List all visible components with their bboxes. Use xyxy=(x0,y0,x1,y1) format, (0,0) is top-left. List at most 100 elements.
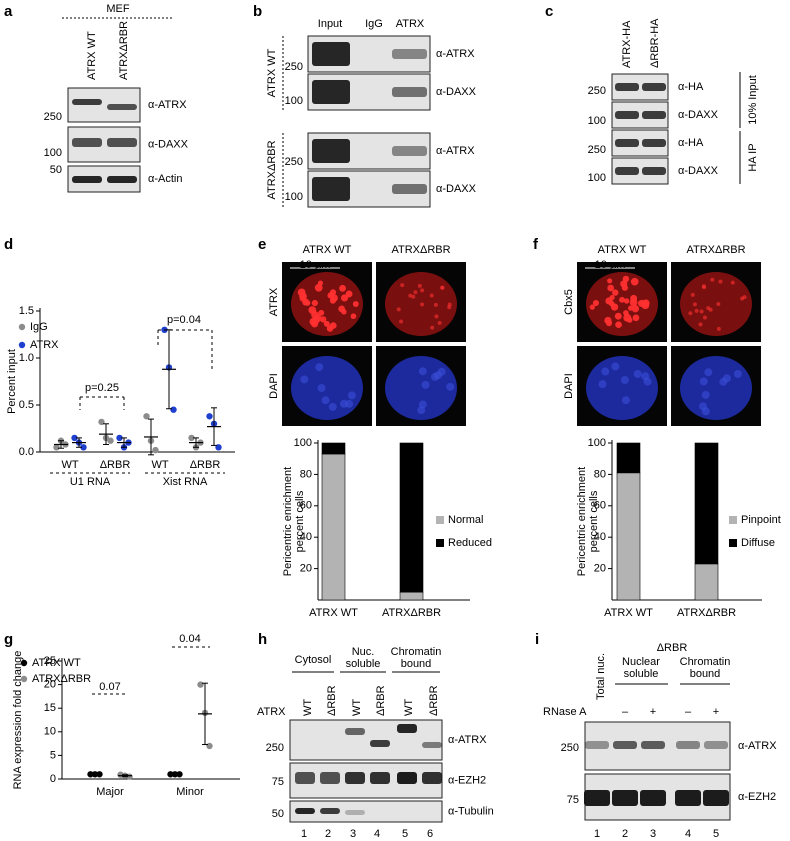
nucleus xyxy=(586,356,658,420)
header: MEF xyxy=(106,3,130,15)
scale-bar-label: 10 µm xyxy=(595,259,626,271)
group-label: Chromatin xyxy=(680,656,731,668)
focus xyxy=(446,382,455,391)
y-tick-label: 5 xyxy=(50,749,56,761)
marker: 250 xyxy=(266,742,284,754)
data-point xyxy=(107,437,114,444)
sign: + xyxy=(650,706,656,718)
row-label: DAPI xyxy=(268,373,280,399)
column-label: ATRXΔRBR xyxy=(391,244,450,256)
band xyxy=(345,728,365,735)
focus xyxy=(608,300,615,307)
y-tick-label: 0 xyxy=(50,773,56,785)
data-point xyxy=(91,771,99,778)
focus xyxy=(418,400,427,409)
legend-marker xyxy=(729,539,737,547)
focus xyxy=(621,396,630,405)
legend-label: IgG xyxy=(30,321,48,333)
focus xyxy=(694,308,699,313)
legend-marker xyxy=(729,516,737,524)
focus xyxy=(701,390,710,399)
focus xyxy=(314,314,322,322)
legend-label: Diffuse xyxy=(741,537,775,549)
data-point xyxy=(197,681,204,688)
annotation: p=0.25 xyxy=(85,382,119,394)
blot-label: α-Tubulin xyxy=(448,805,494,817)
y-tick-label: 60 xyxy=(300,500,312,512)
column-label: IgG xyxy=(365,18,383,30)
focus xyxy=(326,325,334,332)
y-tick-label: 1.0 xyxy=(19,352,34,364)
blot-label: α-EZH2 xyxy=(448,774,486,786)
focus xyxy=(330,294,338,302)
lane-number: 6 xyxy=(427,828,433,840)
legend-label: Reduced xyxy=(448,537,492,549)
focus xyxy=(690,292,695,297)
focus xyxy=(592,300,599,307)
nucleus xyxy=(680,356,752,420)
focus xyxy=(400,283,405,288)
column-label: ATRX xyxy=(396,18,425,30)
y-tick-label: 100 xyxy=(588,437,606,449)
legend-marker xyxy=(20,675,28,683)
band xyxy=(615,139,639,147)
marker: 100 xyxy=(44,147,62,159)
lane-number: 3 xyxy=(350,828,356,840)
panel-title: ΔRBR xyxy=(657,642,688,654)
blot-label: α-HA xyxy=(678,81,704,93)
x-tick-label: ΔRBR xyxy=(100,459,131,471)
focus xyxy=(421,380,430,389)
data-point xyxy=(53,444,60,451)
marker: 100 xyxy=(588,172,606,184)
band xyxy=(392,146,427,156)
group-label: Xist RNA xyxy=(163,476,208,488)
lane-label: ATRX-HA xyxy=(621,20,633,68)
blot-label: α-ATRX xyxy=(436,48,475,60)
band xyxy=(312,177,350,201)
lane-number: 5 xyxy=(402,828,408,840)
legend-label: Pinpoint xyxy=(741,514,781,526)
group-label: bound xyxy=(401,658,432,670)
focus xyxy=(708,307,713,312)
focus xyxy=(315,363,324,372)
focus xyxy=(437,321,442,326)
bar-segment xyxy=(694,563,719,601)
lane-number: 2 xyxy=(325,828,331,840)
annotation: 0.04 xyxy=(179,633,200,645)
y-axis-label: Pericentric enrichment xyxy=(282,467,294,576)
y-axis-label: RNA expression fold change xyxy=(12,651,24,790)
focus xyxy=(317,384,326,393)
data-point xyxy=(152,446,159,454)
blot-label: α-HA xyxy=(678,137,704,149)
focus xyxy=(612,289,619,296)
band xyxy=(107,176,137,183)
blot-label: α-DAXX xyxy=(148,138,189,150)
lane-number: 3 xyxy=(650,828,656,840)
panel-letter: h xyxy=(258,631,267,648)
column-label: Input xyxy=(318,18,342,30)
y-axis-label: Percent input xyxy=(6,349,18,414)
marker: 100 xyxy=(588,115,606,127)
legend-marker xyxy=(20,659,28,667)
focus xyxy=(719,377,728,386)
band xyxy=(370,740,390,747)
band xyxy=(703,790,729,806)
legend-label: Normal xyxy=(448,514,483,526)
focus xyxy=(632,314,640,322)
group-label: Nuclear xyxy=(622,656,660,668)
blot-label: α-ATRX xyxy=(738,740,777,752)
focus xyxy=(320,316,327,323)
blot-label: α-EZH2 xyxy=(738,791,776,803)
marker: 250 xyxy=(588,144,606,156)
focus xyxy=(308,306,317,315)
data-point xyxy=(170,406,177,413)
focus xyxy=(630,277,639,286)
focus xyxy=(699,377,708,386)
group-label: U1 RNA xyxy=(70,476,111,488)
focus xyxy=(339,399,348,408)
sign: + xyxy=(713,706,719,718)
band xyxy=(397,772,417,784)
focus xyxy=(411,294,416,299)
focus xyxy=(607,278,613,284)
panel-letter: b xyxy=(253,3,262,20)
